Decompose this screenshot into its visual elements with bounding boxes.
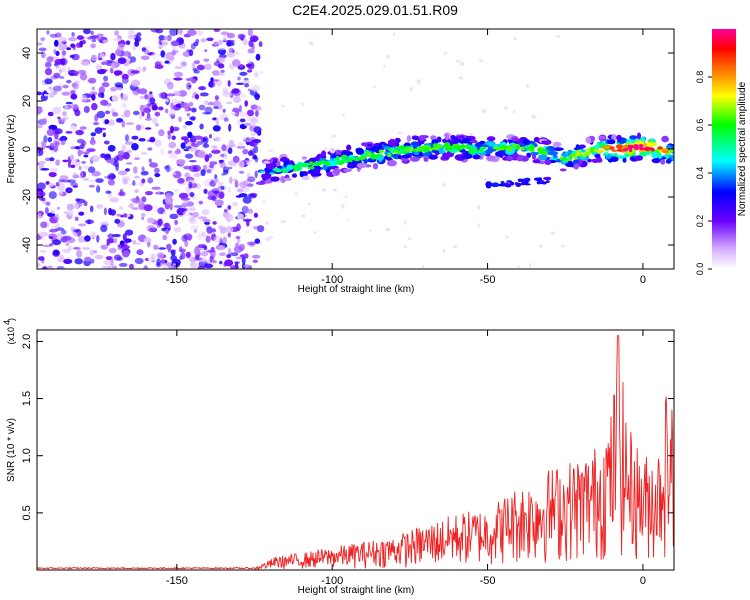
snr-y-axis-label: SNR (10 * v/v) (6, 418, 17, 482)
spectrogram-y-tick-label: -40 (21, 237, 33, 253)
colorbar-tick-label: 0.2 (695, 215, 705, 228)
snr-x-tick-label: -100 (321, 575, 343, 587)
spectrogram-x-tick-label: -150 (166, 274, 188, 286)
snr-y-tick-label: 2.0 (21, 334, 33, 349)
snr-x-tick-label: -150 (166, 575, 188, 587)
spectrogram-x-tick-label: -100 (321, 274, 343, 286)
snr-plot-area (37, 335, 674, 570)
spectrogram-x-tick-label: -50 (480, 274, 496, 286)
spectrogram-blobs (37, 29, 674, 269)
colorbar-tick-label: 0.8 (695, 71, 705, 84)
snr-x-axis-label: Height of straight line (km) (298, 585, 415, 596)
snr-y-scale-multiplier: (x10 4 ) (2, 318, 16, 345)
spectrogram-x-axis-label: Height of straight line (km) (298, 284, 415, 295)
spectrogram-y-tick-label: -20 (21, 189, 33, 205)
spectrogram-y-tick-label: 40 (21, 47, 33, 59)
snr-y-tick-label: 0.5 (21, 505, 33, 520)
snr-y-tick-label: 1.0 (21, 448, 33, 463)
spectrogram-plot-area (37, 29, 674, 269)
snr-y-tick-label: 1.5 (21, 391, 33, 406)
spectrogram-x-tick-label: 0 (640, 274, 646, 286)
colorbar (712, 29, 736, 269)
colorbar-label: Normalized spectral amplitude (737, 81, 748, 216)
snr-axes: -150 -100 -50 0 0.5 1.0 1.5 2.0 (21, 330, 674, 587)
spectrogram-y-tick-label: 0 (21, 146, 33, 152)
snr-y-scale-exponent: 4 (2, 320, 12, 325)
snr-series-line (37, 335, 674, 570)
colorbar-axis: 0.0 0.2 0.4 0.6 0.8 (695, 71, 712, 276)
snr-y-scale-paren: ) (6, 318, 16, 321)
chart-title: C2E4.2025.029.01.51.R09 (292, 2, 458, 18)
snr-x-tick-label: 0 (640, 575, 646, 587)
snr-x-tick-label: -50 (480, 575, 496, 587)
spectrogram-y-tick-label: 20 (21, 95, 33, 107)
colorbar-tick-label: 0.6 (695, 119, 705, 132)
colorbar-tick-label: 0.0 (695, 263, 705, 276)
spectrogram-y-axis-label: Frequency (Hz) (6, 115, 17, 184)
snr-y-scale-base: (x10 (6, 327, 16, 345)
colorbar-tick-label: 0.4 (695, 167, 705, 180)
spectrogram-axes: -150 -100 -50 0 -40 -20 0 20 40 (21, 29, 674, 286)
snr-frame (36, 329, 675, 571)
